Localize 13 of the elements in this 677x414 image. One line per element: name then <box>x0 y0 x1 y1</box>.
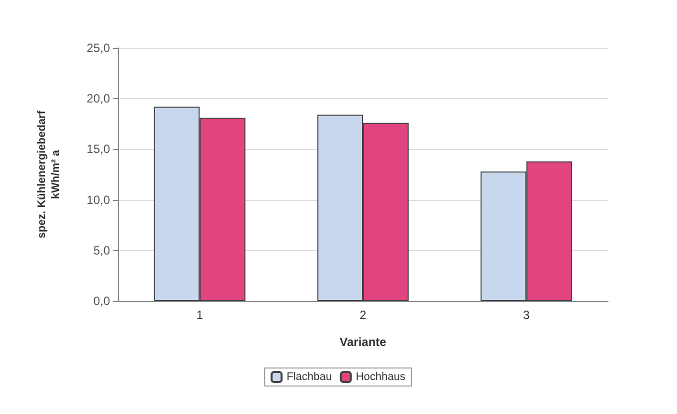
y-tick-label: 25,0 <box>86 41 110 55</box>
x-tick-label: 3 <box>522 308 530 322</box>
y-tick-label: 5,0 <box>93 243 110 258</box>
x-tick-label: 1 <box>196 308 204 322</box>
y-tick-label: 10,0 <box>86 192 110 207</box>
legend-label: Hochhaus <box>356 371 406 383</box>
legend-label: Flachbau <box>286 371 332 383</box>
x-axis-title: Variante <box>340 335 387 349</box>
y-axis-title: spez. Kühlenergiebedarf kWh/m² a <box>36 110 62 238</box>
y-tick-label: 0,0 <box>93 294 110 308</box>
x-tick-label: 2 <box>360 308 367 322</box>
y-tick-label: 20,0 <box>86 92 110 106</box>
y-tick-label: 15,0 <box>86 142 110 156</box>
